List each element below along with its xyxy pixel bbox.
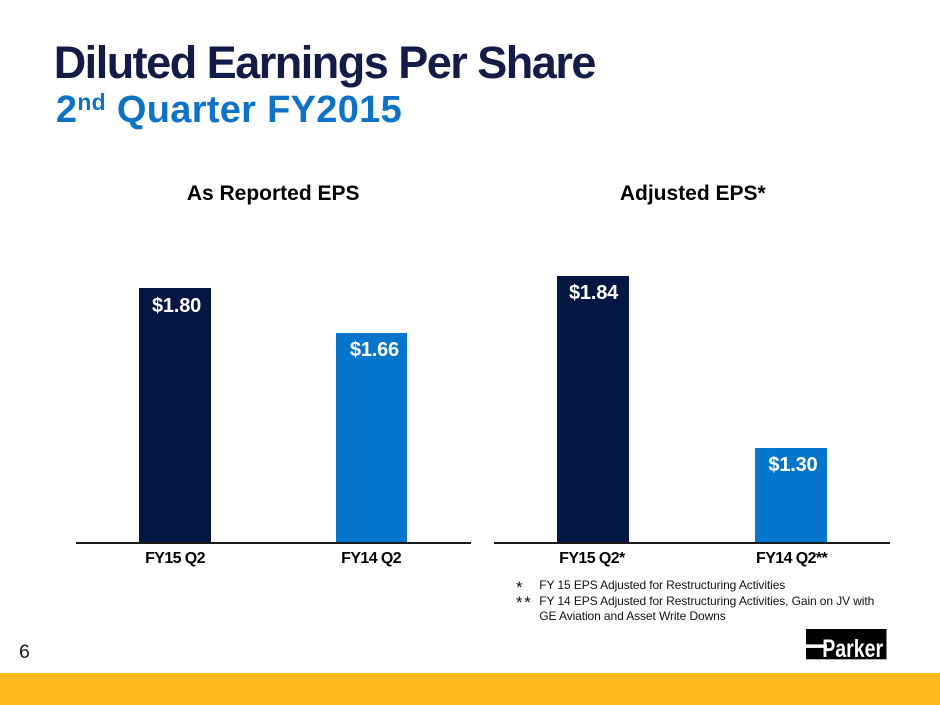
svg-text:Parker: Parker xyxy=(822,634,883,659)
